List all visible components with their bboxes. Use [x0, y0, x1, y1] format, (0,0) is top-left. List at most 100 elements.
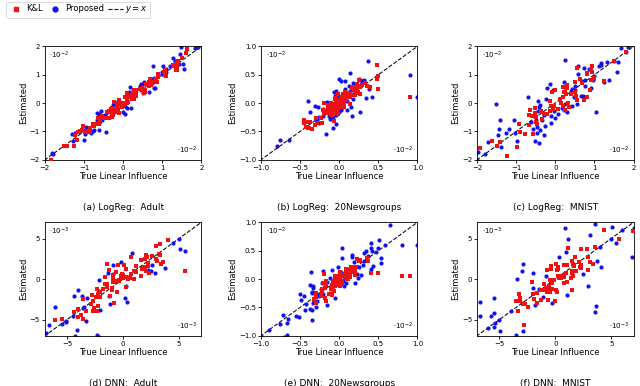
- Point: [316, 286, 326, 292]
- Point: [147, 253, 157, 259]
- Point: [125, 84, 135, 90]
- Point: [75, 129, 85, 135]
- Point: [335, 279, 346, 285]
- Point: [539, 110, 549, 117]
- Point: [329, 89, 339, 95]
- Point: [324, 275, 335, 281]
- Point: [500, 163, 511, 169]
- Point: [337, 92, 347, 98]
- Point: [348, 87, 358, 93]
- Point: [547, 266, 557, 273]
- Point: [107, 111, 117, 117]
- Point: [529, 137, 540, 144]
- Point: [506, 308, 516, 315]
- Point: [115, 100, 125, 106]
- Point: [108, 107, 118, 113]
- Point: [108, 107, 118, 113]
- Point: [113, 278, 124, 284]
- Point: [541, 289, 552, 295]
- Y-axis label: Estimated: Estimated: [19, 82, 28, 124]
- Point: [492, 132, 502, 138]
- Point: [570, 79, 580, 85]
- Point: [355, 85, 365, 91]
- Point: [300, 293, 310, 300]
- Point: [532, 290, 542, 296]
- Point: [511, 298, 522, 304]
- Point: [553, 273, 563, 279]
- Point: [496, 144, 506, 150]
- Point: [578, 271, 588, 277]
- Point: [561, 269, 572, 276]
- Point: [532, 124, 543, 130]
- Point: [621, 49, 631, 55]
- Point: [38, 157, 49, 163]
- Point: [330, 104, 340, 110]
- Point: [97, 117, 107, 123]
- Point: [345, 90, 355, 96]
- Text: (c) LogReg:  MNIST: (c) LogReg: MNIST: [513, 203, 598, 212]
- Point: [122, 105, 132, 111]
- Point: [489, 324, 499, 330]
- Point: [62, 143, 72, 149]
- Point: [529, 125, 539, 132]
- Point: [350, 272, 360, 278]
- Point: [351, 90, 361, 96]
- Point: [104, 108, 115, 114]
- Point: [354, 264, 364, 270]
- Point: [334, 97, 344, 103]
- Point: [344, 88, 355, 94]
- Point: [547, 285, 557, 291]
- Point: [180, 247, 191, 254]
- Point: [308, 300, 318, 306]
- Point: [372, 76, 382, 82]
- Point: [119, 102, 129, 108]
- Point: [173, 58, 183, 64]
- Point: [563, 101, 573, 107]
- Point: [102, 109, 112, 115]
- Point: [278, 149, 289, 155]
- Point: [363, 257, 373, 264]
- Text: $\cdot10^{-3}$: $\cdot10^{-3}$: [482, 226, 502, 237]
- Point: [373, 86, 383, 92]
- Point: [333, 111, 343, 117]
- Point: [148, 63, 159, 69]
- Point: [586, 217, 596, 223]
- Point: [114, 97, 124, 103]
- Point: [587, 63, 597, 69]
- Point: [328, 114, 339, 120]
- Point: [335, 277, 346, 283]
- Point: [326, 104, 337, 110]
- Point: [326, 112, 336, 118]
- Point: [165, 63, 175, 69]
- Point: [264, 327, 274, 333]
- Point: [130, 89, 140, 95]
- Point: [93, 291, 104, 297]
- Point: [143, 260, 153, 266]
- Point: [138, 90, 148, 96]
- X-axis label: True Linear Influence: True Linear Influence: [79, 348, 167, 357]
- Point: [88, 298, 99, 304]
- Point: [317, 129, 327, 135]
- Point: [561, 292, 572, 298]
- Point: [305, 306, 316, 312]
- Y-axis label: Estimated: Estimated: [228, 82, 237, 124]
- Point: [371, 249, 381, 255]
- Point: [80, 129, 90, 135]
- Point: [335, 96, 346, 102]
- Point: [127, 250, 137, 256]
- Point: [340, 86, 350, 92]
- Point: [72, 327, 83, 333]
- Point: [41, 330, 51, 336]
- Point: [613, 59, 623, 66]
- Point: [279, 334, 289, 340]
- Point: [50, 304, 60, 310]
- Point: [160, 68, 170, 74]
- Point: [125, 254, 136, 261]
- Point: [102, 281, 113, 287]
- Point: [555, 96, 565, 102]
- Point: [561, 83, 572, 89]
- Point: [576, 266, 586, 272]
- Point: [307, 307, 317, 313]
- Point: [56, 377, 66, 383]
- Point: [568, 261, 578, 267]
